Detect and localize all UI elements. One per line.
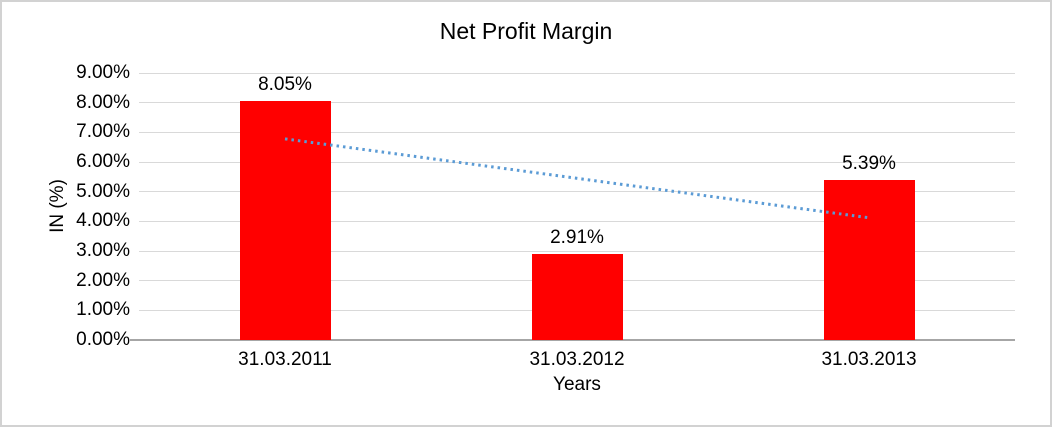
y-tick-label: 8.00% [76, 91, 130, 113]
gridline [139, 220, 1015, 222]
y-tick-label: 9.00% [76, 62, 130, 83]
x-tick-label: 31.03.2013 [821, 349, 917, 370]
x-tick-label: 31.03.2011 [238, 349, 332, 370]
data-label: 8.05% [258, 74, 312, 96]
trendline-dotted-line [284, 137, 870, 220]
bar-31.03.2011 [239, 101, 331, 340]
bar-31.03.2012 [531, 253, 623, 340]
y-tick-label: 0.00% [76, 329, 130, 350]
plot-area: 0.00% 1.00% 2.00% 3.00% 4.00% 5.00% 6.00% 7.00%… [76, 62, 1015, 370]
x-axis-title: Years [553, 374, 601, 395]
y-tick-label: 5.00% [76, 180, 130, 202]
data-label: 2.91% [550, 226, 604, 248]
bar-31.03.2013 [823, 180, 915, 340]
chart-title: Net Profit Margin [439, 18, 613, 44]
x-tick-label: 31.03.2012 [529, 349, 625, 370]
y-tick-label: 1.00% [76, 299, 130, 321]
gridline [139, 250, 1015, 252]
y-tick-label: 3.00% [76, 240, 130, 261]
gridline [139, 131, 1015, 133]
y-tick-label: 6.00% [76, 151, 130, 172]
y-tick-label: 2.00% [76, 269, 130, 291]
y-tick-label: 7.00% [76, 121, 130, 143]
gridline [139, 102, 1015, 104]
y-tick-label: 4.00% [76, 210, 130, 232]
x-axis-line [130, 339, 1015, 341]
data-label: 5.39% [842, 153, 896, 175]
gridline [139, 72, 1015, 74]
